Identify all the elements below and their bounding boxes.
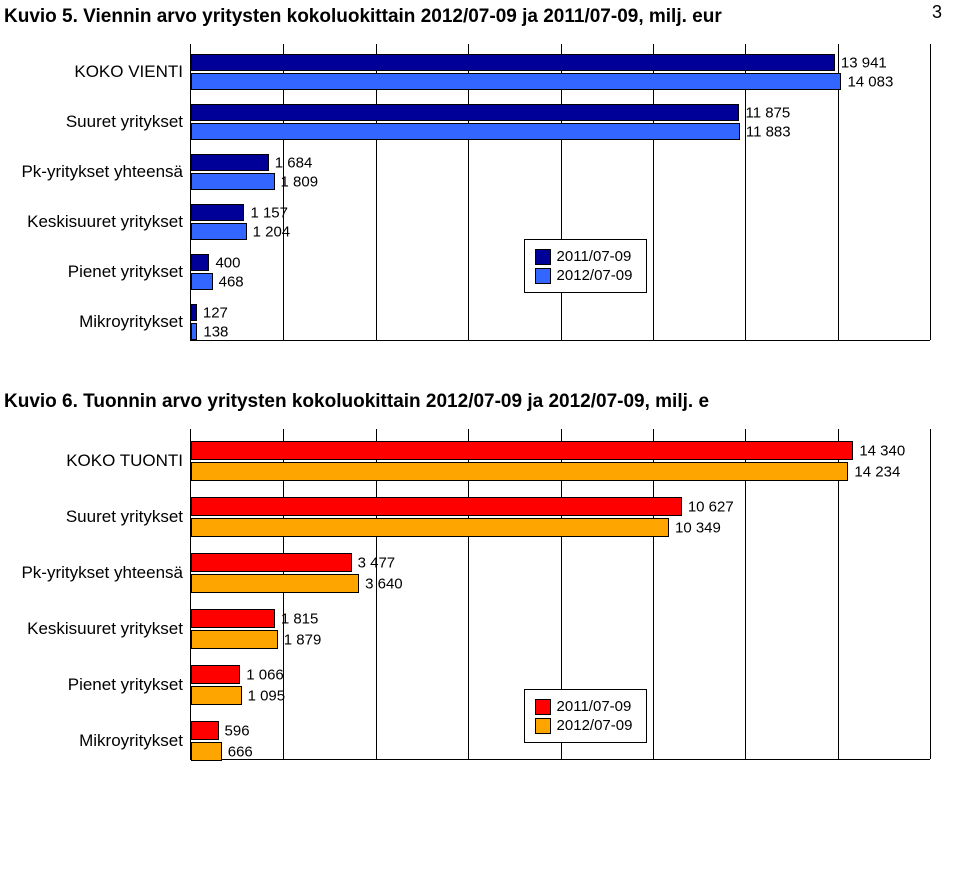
bar-value-label: 3 477 bbox=[358, 554, 396, 571]
bar-value-label: 14 083 bbox=[847, 73, 893, 90]
bar bbox=[191, 497, 682, 516]
legend-item: 2011/07-09 bbox=[535, 698, 633, 715]
gridline bbox=[930, 44, 931, 340]
bar-value-label: 10 349 bbox=[675, 519, 721, 536]
legend-swatch bbox=[535, 249, 551, 265]
bar-value-label: 1 815 bbox=[281, 610, 319, 627]
bar-value-label: 14 234 bbox=[854, 463, 900, 480]
chart-plot: KOKO VIENTI13 94114 083Suuret yritykset1… bbox=[190, 44, 930, 341]
bar bbox=[191, 223, 247, 240]
bar-value-label: 11 883 bbox=[746, 123, 791, 140]
bar-value-label: 1 095 bbox=[248, 687, 286, 704]
bar bbox=[191, 553, 352, 572]
bar bbox=[191, 441, 853, 460]
bar bbox=[191, 304, 197, 321]
bar-value-label: 11 875 bbox=[745, 104, 790, 121]
bar-value-label: 3 640 bbox=[365, 575, 403, 592]
bar bbox=[191, 630, 278, 649]
bar bbox=[191, 273, 213, 290]
bar-value-label: 1 684 bbox=[275, 154, 313, 171]
bar-value-label: 14 340 bbox=[859, 442, 905, 459]
legend-swatch bbox=[535, 699, 551, 715]
bar-value-label: 666 bbox=[228, 743, 253, 760]
category-label: KOKO TUONTI bbox=[66, 451, 191, 471]
bar-value-label: 1 066 bbox=[246, 666, 284, 683]
bar-value-label: 1 204 bbox=[253, 223, 291, 240]
bar-value-label: 596 bbox=[225, 722, 250, 739]
bar-value-label: 468 bbox=[219, 273, 244, 290]
legend: 2011/07-09 2012/07-09 bbox=[524, 689, 648, 743]
legend-label: 2011/07-09 bbox=[557, 698, 632, 715]
chart-plot: KOKO TUONTI14 34014 234Suuret yritykset1… bbox=[190, 429, 930, 760]
bar bbox=[191, 54, 835, 71]
page-number: 3 bbox=[932, 2, 942, 23]
category-label: Suuret yritykset bbox=[66, 507, 191, 527]
chart-kuvio6: Kuvio 6. Tuonnin arvo yritysten kokoluok… bbox=[0, 391, 960, 760]
bar bbox=[191, 154, 269, 171]
bar bbox=[191, 686, 242, 705]
chart-area: KOKO VIENTI13 94114 083Suuret yritykset1… bbox=[190, 44, 930, 341]
bar bbox=[191, 323, 197, 340]
category-label: Pienet yritykset bbox=[68, 675, 191, 695]
chart-title: Kuvio 6. Tuonnin arvo yritysten kokoluok… bbox=[4, 391, 960, 413]
category-label: Keskisuuret yritykset bbox=[27, 212, 191, 232]
bar bbox=[191, 123, 740, 140]
bar bbox=[191, 665, 240, 684]
chart-title: Kuvio 5. Viennin arvo yritysten kokoluok… bbox=[4, 6, 960, 28]
bar-value-label: 400 bbox=[215, 254, 240, 271]
bar bbox=[191, 173, 275, 190]
bar-value-label: 1 879 bbox=[284, 631, 322, 648]
bar bbox=[191, 742, 222, 761]
bar-value-label: 127 bbox=[203, 304, 228, 321]
bar bbox=[191, 574, 359, 593]
bar bbox=[191, 721, 219, 740]
bar bbox=[191, 462, 848, 481]
chart-area: KOKO TUONTI14 34014 234Suuret yritykset1… bbox=[190, 429, 930, 760]
bar bbox=[191, 104, 739, 121]
gridline bbox=[930, 429, 931, 759]
legend-item: 2012/07-09 bbox=[535, 717, 633, 734]
bar-value-label: 10 627 bbox=[688, 498, 734, 515]
bar bbox=[191, 609, 275, 628]
bar bbox=[191, 518, 669, 537]
bar-value-label: 1 809 bbox=[281, 173, 319, 190]
legend: 2011/07-09 2012/07-09 bbox=[524, 239, 648, 293]
bar-value-label: 138 bbox=[203, 323, 228, 340]
bar-value-label: 1 157 bbox=[250, 204, 288, 221]
legend-label: 2012/07-09 bbox=[557, 267, 633, 284]
category-label: Suuret yritykset bbox=[66, 112, 191, 132]
bar bbox=[191, 73, 841, 90]
legend-label: 2012/07-09 bbox=[557, 717, 633, 734]
category-label: Keskisuuret yritykset bbox=[27, 619, 191, 639]
bar bbox=[191, 204, 244, 221]
legend-swatch bbox=[535, 268, 551, 284]
legend-label: 2011/07-09 bbox=[557, 248, 632, 265]
category-label: Pk-yritykset yhteensä bbox=[21, 162, 191, 182]
legend-item: 2012/07-09 bbox=[535, 267, 633, 284]
category-label: Pienet yritykset bbox=[68, 262, 191, 282]
legend-item: 2011/07-09 bbox=[535, 248, 633, 265]
bar-value-label: 13 941 bbox=[841, 54, 887, 71]
category-label: Mikroyritykset bbox=[79, 312, 191, 332]
category-label: KOKO VIENTI bbox=[74, 62, 191, 82]
category-label: Pk-yritykset yhteensä bbox=[21, 563, 191, 583]
bar bbox=[191, 254, 209, 271]
legend-swatch bbox=[535, 718, 551, 734]
chart-kuvio5: Kuvio 5. Viennin arvo yritysten kokoluok… bbox=[0, 6, 960, 341]
category-label: Mikroyritykset bbox=[79, 731, 191, 751]
